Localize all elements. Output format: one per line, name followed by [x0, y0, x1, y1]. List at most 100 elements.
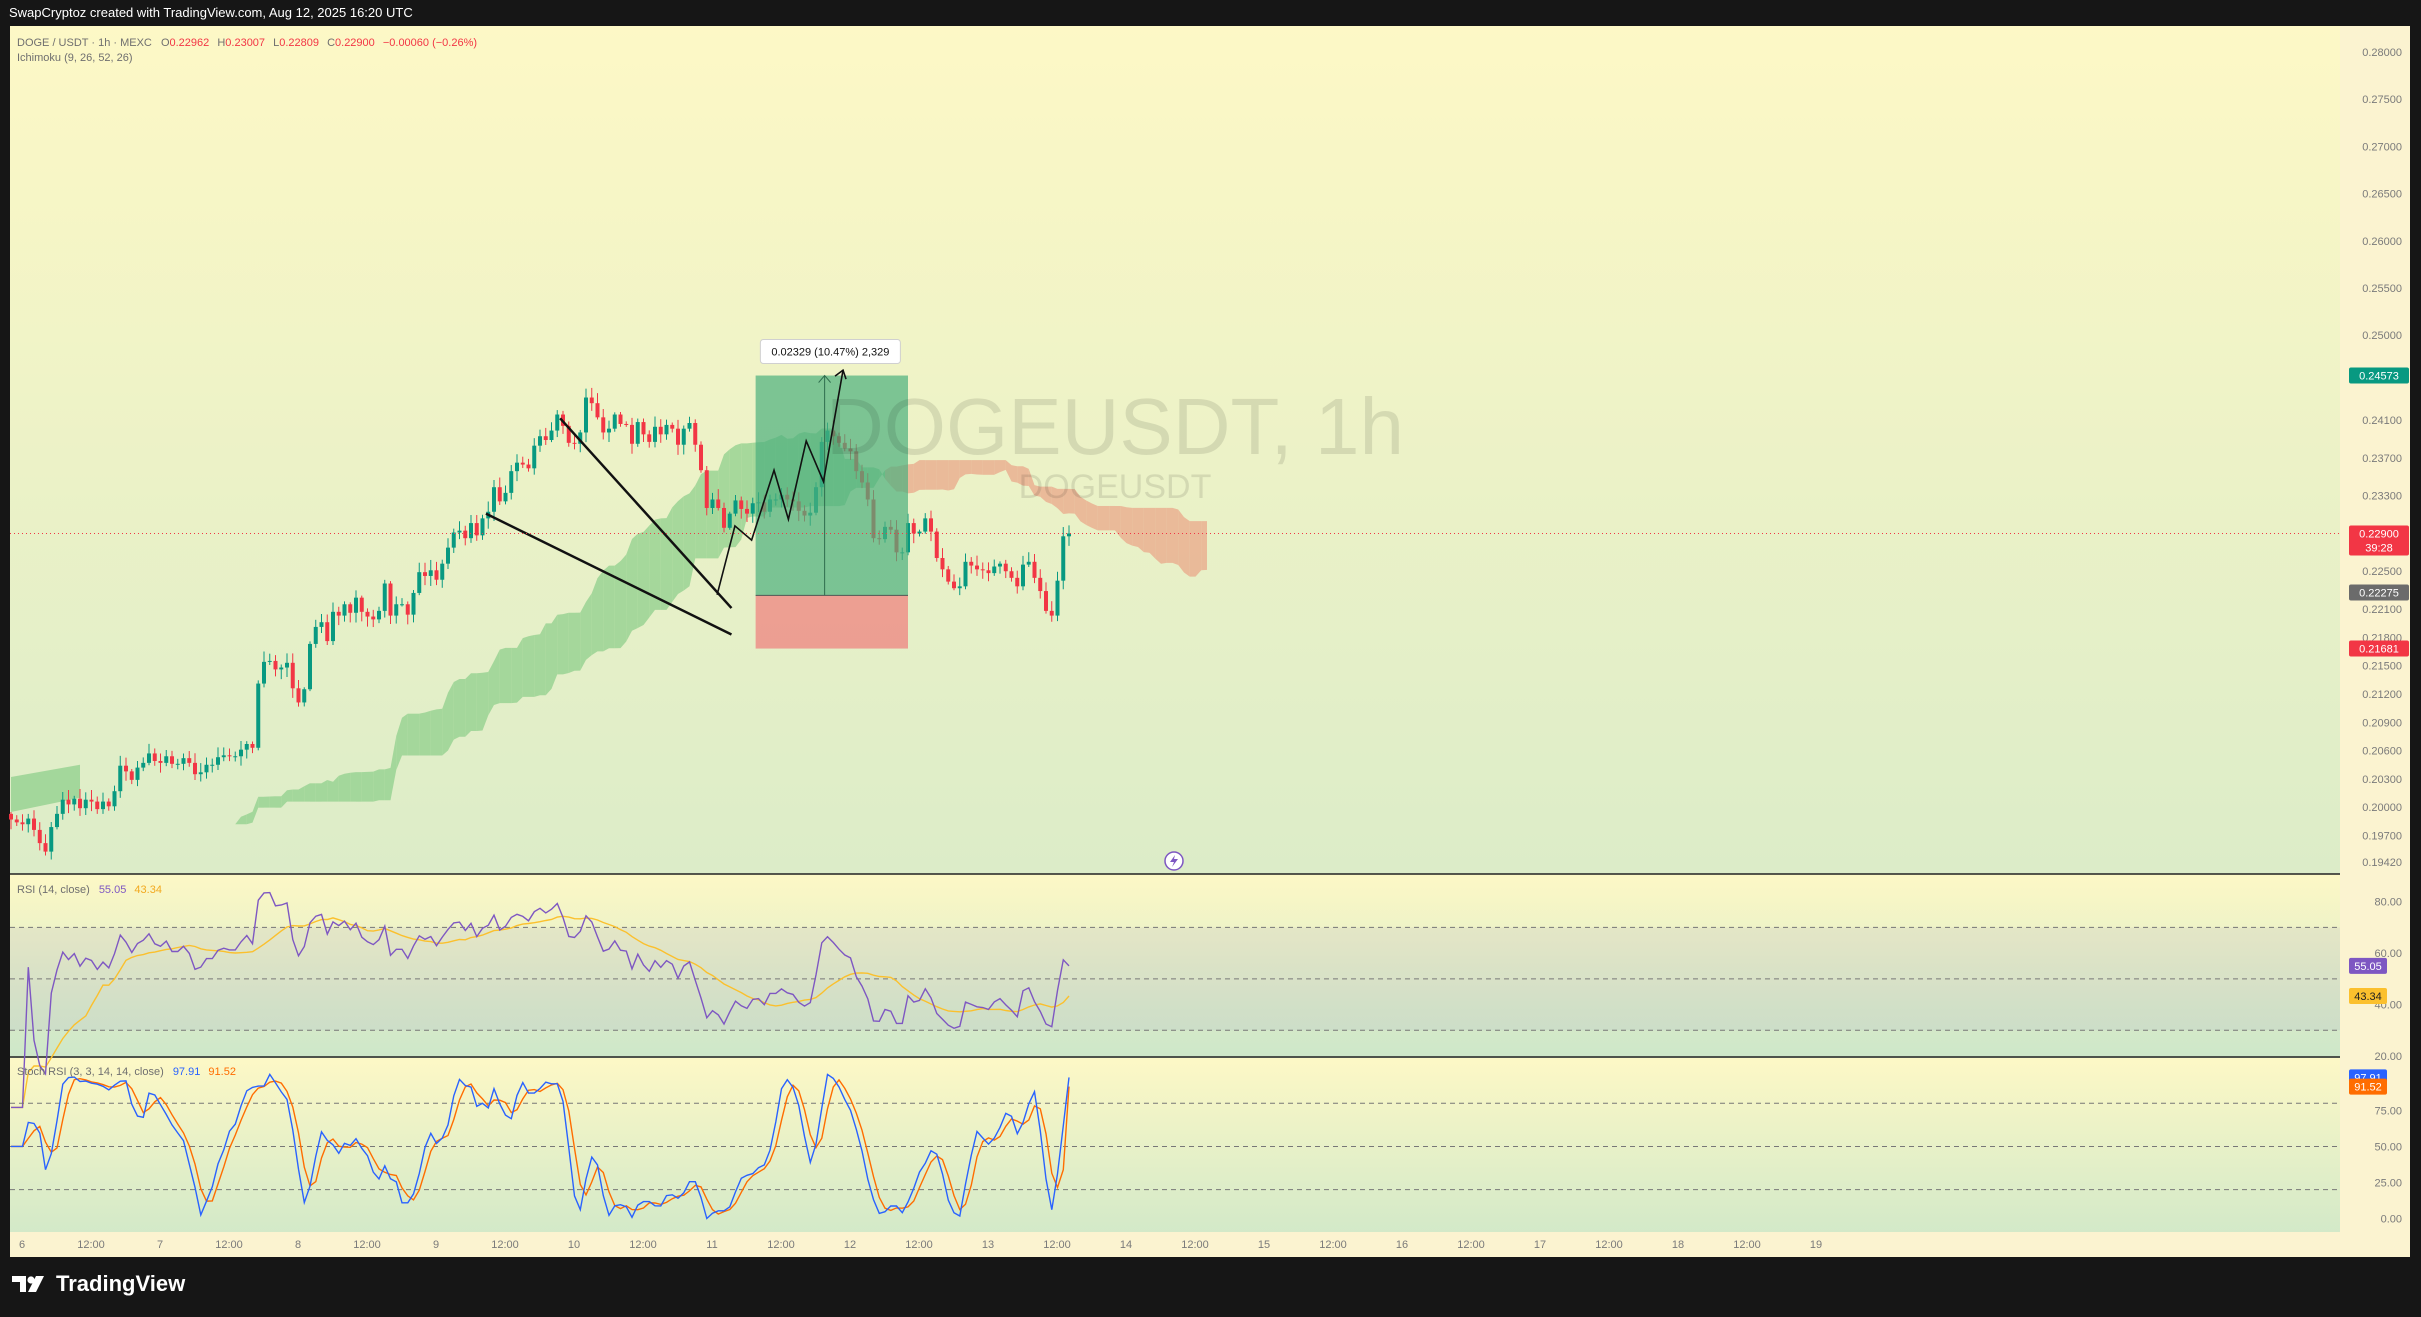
candle-body[interactable]: [1032, 561, 1037, 578]
candle-body[interactable]: [940, 558, 945, 570]
candle-body[interactable]: [653, 426, 657, 442]
candle-body[interactable]: [394, 604, 399, 616]
candle-body[interactable]: [457, 530, 462, 533]
candle-body[interactable]: [687, 423, 692, 429]
candle-body[interactable]: [1044, 591, 1048, 611]
candle-body[interactable]: [1021, 564, 1025, 587]
candle-body[interactable]: [722, 507, 726, 528]
candle-body[interactable]: [66, 799, 71, 805]
candle-body[interactable]: [934, 531, 939, 559]
candle-body[interactable]: [1067, 533, 1071, 537]
candle-body[interactable]: [49, 827, 54, 852]
candle-body[interactable]: [141, 762, 146, 768]
candle-body[interactable]: [342, 604, 347, 616]
candle-body[interactable]: [377, 610, 381, 620]
lightning-icon[interactable]: [1164, 851, 1184, 871]
candle-body[interactable]: [745, 508, 749, 514]
candle-body[interactable]: [354, 597, 358, 613]
candle-body[interactable]: [158, 760, 163, 763]
candle-body[interactable]: [296, 688, 301, 703]
candle-body[interactable]: [998, 563, 1002, 567]
candle-body[interactable]: [325, 622, 330, 642]
candle-body[interactable]: [359, 597, 364, 612]
candle-body[interactable]: [83, 799, 88, 809]
candle-body[interactable]: [549, 430, 554, 441]
candle-body[interactable]: [319, 622, 324, 627]
candle-body[interactable]: [635, 422, 640, 444]
candle-body[interactable]: [313, 626, 318, 644]
candle-body[interactable]: [474, 523, 479, 536]
candle-body[interactable]: [618, 414, 623, 424]
candle-body[interactable]: [273, 660, 278, 670]
candle-body[interactable]: [658, 426, 663, 435]
candle-body[interactable]: [405, 604, 410, 615]
candle-body[interactable]: [411, 592, 416, 615]
candle-body[interactable]: [233, 756, 238, 758]
candle-body[interactable]: [95, 801, 100, 810]
candle-body[interactable]: [152, 753, 157, 761]
candle-body[interactable]: [43, 843, 48, 852]
candle-body[interactable]: [26, 818, 31, 825]
candle-body[interactable]: [595, 403, 600, 418]
candle-body[interactable]: [1003, 563, 1008, 572]
candle-body[interactable]: [1026, 561, 1031, 565]
candle-body[interactable]: [112, 791, 117, 807]
candle-body[interactable]: [624, 423, 629, 425]
candle-body[interactable]: [164, 756, 169, 763]
candle-body[interactable]: [986, 570, 991, 574]
candle-body[interactable]: [451, 532, 456, 548]
candle-body[interactable]: [78, 798, 82, 809]
candle-body[interactable]: [244, 743, 249, 750]
candle-body[interactable]: [55, 813, 59, 828]
candle-body[interactable]: [681, 428, 686, 445]
price-axis[interactable]: [2340, 26, 2410, 1232]
candle-body[interactable]: [693, 423, 698, 445]
candle-body[interactable]: [204, 764, 209, 773]
stop-zone[interactable]: [755, 595, 908, 649]
candle-body[interactable]: [308, 643, 312, 690]
candle-body[interactable]: [262, 661, 266, 684]
candle-body[interactable]: [72, 798, 77, 805]
candle-body[interactable]: [676, 428, 680, 445]
target-zone[interactable]: [755, 375, 908, 596]
candle-body[interactable]: [750, 503, 755, 514]
trendline[interactable]: [559, 417, 733, 609]
candle-body[interactable]: [497, 487, 502, 502]
candle-body[interactable]: [929, 518, 933, 532]
candle-body[interactable]: [578, 432, 583, 444]
candle-body[interactable]: [118, 765, 123, 792]
candle-body[interactable]: [198, 772, 203, 775]
candle-body[interactable]: [106, 801, 111, 807]
candle-body[interactable]: [290, 662, 295, 689]
candle-body[interactable]: [946, 569, 951, 582]
candle-body[interactable]: [302, 689, 307, 703]
candle-body[interactable]: [555, 414, 560, 431]
candle-body[interactable]: [446, 547, 450, 564]
candle-body[interactable]: [135, 767, 140, 780]
candle-body[interactable]: [664, 424, 669, 435]
candle-body[interactable]: [952, 581, 956, 589]
candle-body[interactable]: [331, 611, 335, 642]
candle-body[interactable]: [733, 500, 738, 514]
candle-body[interactable]: [14, 819, 19, 823]
candle-body[interactable]: [388, 583, 393, 616]
candle-body[interactable]: [980, 569, 985, 571]
candle-body[interactable]: [239, 749, 243, 757]
candle-body[interactable]: [267, 660, 272, 662]
candle-body[interactable]: [417, 572, 422, 593]
candle-body[interactable]: [37, 829, 42, 844]
candle-body[interactable]: [538, 436, 542, 446]
candle-body[interactable]: [503, 492, 508, 502]
candle-body[interactable]: [670, 424, 675, 429]
candle-body[interactable]: [992, 566, 997, 574]
candle-body[interactable]: [440, 563, 445, 580]
candle-body[interactable]: [250, 743, 255, 748]
long-position-tool[interactable]: 0.02329 (10.47%) 2,329: [755, 339, 908, 649]
candle-body[interactable]: [469, 523, 473, 539]
candle-body[interactable]: [543, 436, 548, 441]
projection-path[interactable]: [716, 370, 844, 596]
candle-body[interactable]: [520, 462, 525, 465]
candle-body[interactable]: [480, 518, 485, 536]
candle-body[interactable]: [515, 462, 519, 472]
candle-body[interactable]: [716, 499, 721, 508]
